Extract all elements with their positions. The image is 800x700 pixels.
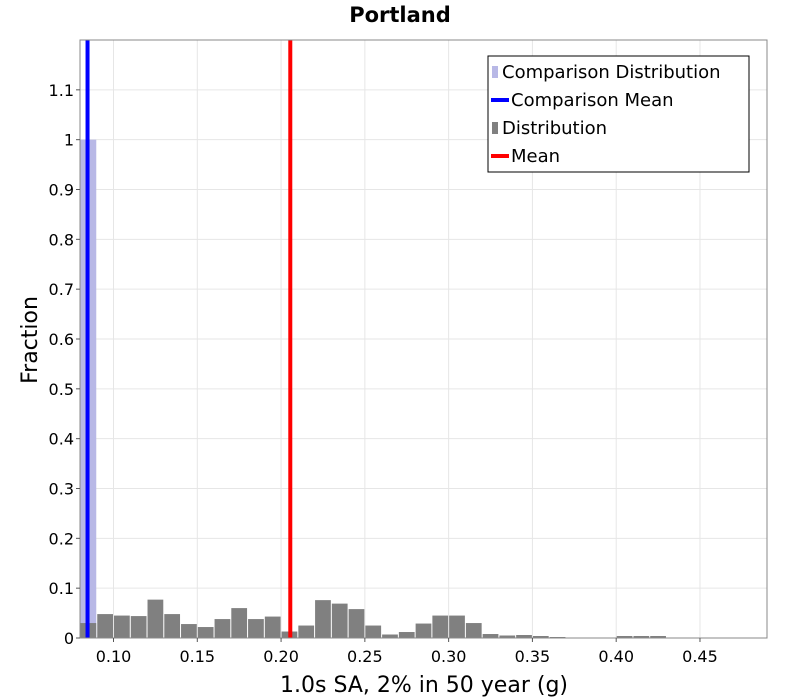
legend-label: Comparison Distribution (502, 62, 721, 83)
legend-label: Distribution (502, 118, 607, 139)
legend-label: Comparison Mean (511, 90, 674, 111)
legend-swatch (492, 66, 498, 78)
y-tick-label: 0.2 (49, 529, 74, 548)
histogram-bar (298, 625, 315, 638)
y-tick-label: 0 (64, 629, 74, 648)
histogram-bar (181, 624, 197, 638)
histogram-bar (415, 623, 432, 638)
histogram-bar (147, 599, 164, 638)
histogram-bar (532, 636, 549, 638)
histogram-bar (331, 603, 348, 638)
y-tick-label: 1.1 (49, 81, 74, 100)
y-tick-label: 0.6 (49, 330, 74, 349)
y-tick-label: 1 (64, 131, 74, 150)
y-tick-label: 0.9 (49, 181, 74, 200)
histogram-bar (248, 619, 264, 638)
histogram-bar (499, 635, 516, 638)
histogram-bar (465, 623, 482, 638)
histogram-bar (114, 615, 130, 638)
histogram-bar (616, 636, 633, 638)
x-axis-title: 1.0s SA, 2% in 50 year (g) (280, 673, 568, 698)
histogram-bar (633, 636, 650, 638)
x-tick-label: 0.10 (96, 647, 132, 666)
histogram-bar (214, 619, 231, 638)
histogram-bar (449, 615, 465, 638)
y-tick-label: 0.5 (49, 380, 74, 399)
histogram-bar (130, 616, 147, 638)
histogram-bar (516, 635, 532, 638)
mean-lines (85, 40, 293, 638)
histogram-bar (164, 614, 181, 638)
histogram-bar (482, 634, 499, 638)
x-tick-label: 0.35 (515, 647, 551, 666)
x-tick-label: 0.40 (598, 647, 634, 666)
x-tick-label: 0.30 (431, 647, 467, 666)
chart-title: Portland (349, 3, 451, 27)
legend-label: Mean (511, 146, 560, 167)
x-tick-label: 0.15 (179, 647, 215, 666)
histogram-bar (432, 615, 449, 638)
histogram-bar (97, 614, 114, 638)
legend-box (487, 55, 750, 173)
histogram-bar (231, 608, 248, 638)
y-tick-label: 0.7 (49, 280, 74, 299)
y-tick-label: 0.4 (49, 430, 74, 449)
y-tick-label: 0.3 (49, 480, 74, 499)
legend-swatch (492, 122, 498, 134)
y-axis-title: Fraction (18, 296, 43, 384)
x-axis: 0.10 0.15 0.20 0.25 0.30 0.35 0.40 0.45 (96, 638, 718, 666)
y-tick-label: 0.1 (49, 579, 74, 598)
y-tick-label: 0.8 (49, 230, 74, 249)
x-tick-label: 0.45 (682, 647, 718, 666)
x-tick-label: 0.20 (263, 647, 299, 666)
histogram-bar (398, 632, 415, 638)
y-axis: 0 0.1 0.2 0.3 0.4 0.5 0.6 0.7 0.8 0.9 1 1.1 (49, 81, 80, 648)
histogram-bar (382, 634, 398, 638)
histogram-bar (348, 609, 365, 638)
x-tick-label: 0.25 (347, 647, 383, 666)
histogram-bar (365, 625, 382, 638)
histogram-bar (197, 627, 214, 638)
histogram-bar (264, 616, 281, 638)
legend: Comparison Distribution Comparison Mean Di… (487, 55, 750, 173)
histogram-bar (650, 636, 666, 638)
histogram-bar (315, 600, 331, 638)
